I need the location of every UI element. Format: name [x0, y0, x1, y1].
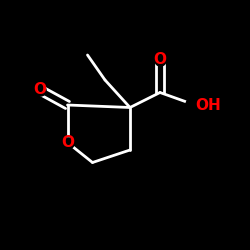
Text: OH: OH — [195, 98, 221, 112]
Text: O: O — [34, 82, 46, 98]
Text: O: O — [61, 135, 74, 150]
Text: O: O — [154, 52, 166, 68]
